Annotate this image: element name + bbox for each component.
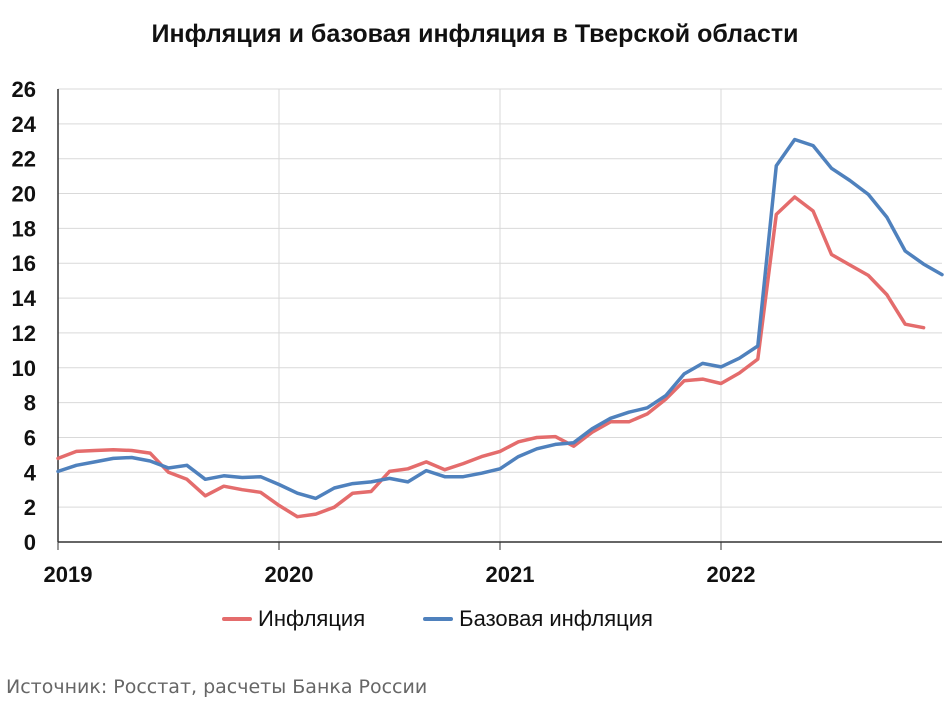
y-tick-label: 22 — [12, 147, 36, 172]
x-axis: 2019 2020 2021 2022 — [44, 541, 942, 587]
y-tick-label: 0 — [24, 530, 36, 555]
y-tick-label: 20 — [12, 182, 36, 207]
y-tick-label: 16 — [12, 251, 36, 276]
y-tick-label: 26 — [12, 77, 36, 102]
y-tick-label: 8 — [24, 391, 36, 416]
y-tick-label: 2 — [24, 495, 36, 520]
grid — [58, 88, 942, 542]
y-tick-label: 24 — [12, 112, 37, 137]
y-tick-label: 12 — [12, 321, 36, 346]
chart-title: Инфляция и базовая инфляция в Тверской о… — [151, 20, 799, 48]
legend-item-inflation: Инфляция — [222, 606, 365, 632]
source-note: Источник: Росстат, расчеты Банка России — [6, 676, 428, 698]
y-tick-label: 14 — [12, 286, 37, 311]
legend-label-core-inflation: Базовая инфляция — [459, 606, 653, 631]
x-tick-label: 2022 — [707, 562, 756, 587]
series-lines — [56, 137, 944, 519]
y-tick-label: 6 — [24, 425, 36, 450]
y-tick-label: 10 — [12, 356, 36, 381]
legend-swatch-inflation — [222, 617, 252, 621]
y-tick-label: 4 — [24, 460, 37, 485]
y-tick-label: 18 — [12, 216, 36, 241]
legend-swatch-core-inflation — [423, 617, 454, 621]
legend-label-inflation: Инфляция — [258, 606, 366, 631]
x-tick-label: 2021 — [486, 562, 535, 587]
legend: Инфляция Базовая инфляция — [222, 606, 711, 632]
legend-item-core-inflation: Базовая инфляция — [423, 606, 653, 632]
x-tick-label: 2020 — [265, 562, 314, 587]
series-line-core-inflation — [56, 137, 944, 501]
series-line-inflation — [56, 195, 926, 519]
x-tick-label: 2019 — [44, 562, 93, 587]
